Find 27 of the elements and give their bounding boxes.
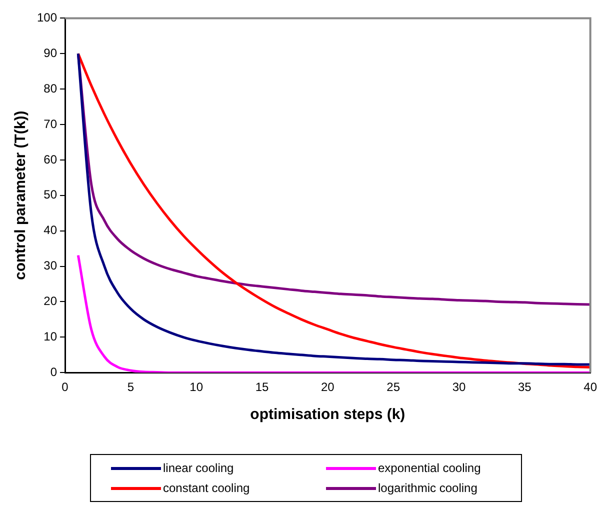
y-tick-label: 90: [44, 46, 58, 60]
y-tick-label: 100: [36, 10, 58, 25]
legend-label: logarithmic cooling: [378, 481, 478, 495]
y-tick-label: 20: [44, 294, 58, 308]
y-tick-label: 50: [44, 188, 58, 202]
legend-label: exponential cooling: [378, 461, 481, 475]
x-axis-title: optimisation steps (k): [250, 406, 406, 424]
y-tick-label: 70: [44, 116, 58, 131]
x-tick-label: 20: [320, 380, 335, 394]
line-series: [76, 254, 590, 373]
x-tick-label: 5: [127, 380, 134, 394]
y-axis-title: control parameter (T(k)): [12, 110, 30, 280]
x-tick-label: 10: [190, 380, 204, 394]
y-tick-label: 30: [44, 258, 58, 273]
x-tick-label: 40: [584, 380, 598, 394]
y-tick-label: 40: [44, 223, 58, 238]
legend-label: constant cooling: [163, 481, 250, 495]
y-tick-label: 80: [44, 81, 58, 96]
x-tick-label: 35: [518, 380, 532, 394]
x-tick-label: 15: [255, 380, 270, 394]
y-tick-label: 0: [50, 364, 58, 379]
x-tick-label: 25: [386, 380, 400, 394]
x-tick-label: 30: [452, 380, 466, 394]
y-tick-label: 60: [44, 152, 58, 166]
x-tick-label: 0: [62, 380, 69, 394]
y-tick-label: 10: [44, 329, 58, 344]
legend-label: linear cooling: [163, 461, 234, 475]
